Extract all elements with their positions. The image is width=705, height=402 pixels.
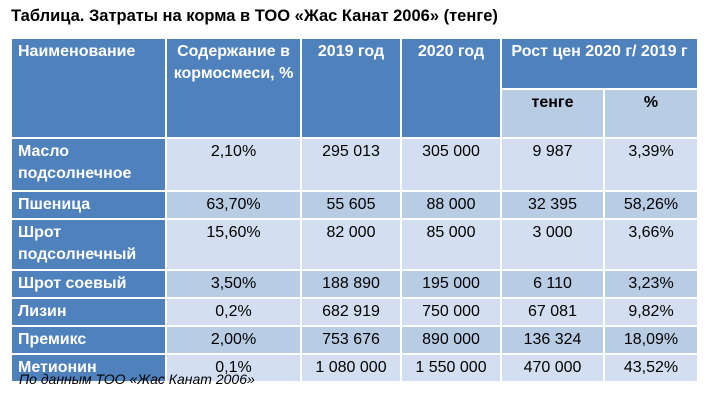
table-body: Масло подсолнечное 2,10% 295 013 305 000 9 9…	[10, 137, 699, 383]
table-cell: 88 000	[400, 190, 502, 220]
table-row: Лизин 0,2% 682 919 750 000 67 081 9,82%	[10, 297, 699, 327]
table-cell: 750 000	[400, 297, 502, 327]
table-cell: 63,70%	[165, 190, 302, 220]
row-label: Метионин	[10, 353, 167, 383]
header-cell: 2019 год	[300, 37, 402, 139]
table-cell: 9 987	[500, 137, 605, 192]
table-cell: 3 000	[500, 218, 605, 271]
table-cell: 18,09%	[603, 325, 699, 355]
table-cell: 890 000	[400, 325, 502, 355]
table-row: Пшеница 63,70% 55 605 88 000 32 395 58,26%	[10, 190, 699, 220]
table-row: Шрот подсолнечный 15,60% 82 000 85 000 3 000…	[10, 218, 699, 271]
table-row: Масло подсолнечное 2,10% 295 013 305 000 9 9…	[10, 137, 699, 192]
subheader-cell: тенге	[500, 88, 605, 139]
table-cell: 136 324	[500, 325, 605, 355]
table-cell: 188 890	[300, 269, 402, 299]
row-label: Масло подсолнечное	[10, 137, 167, 192]
header-cell: Рост цен 2020 г/ 2019 г	[500, 37, 699, 90]
table-cell: 85 000	[400, 218, 502, 271]
table-cell: 32 395	[500, 190, 605, 220]
table-cell: 3,50%	[165, 269, 302, 299]
table-cell: 305 000	[400, 137, 502, 192]
subheader-cell: %	[603, 88, 699, 139]
table-row: Премикс 2,00% 753 676 890 000 136 324 18,09%	[10, 325, 699, 355]
header-cell: 2020 год	[400, 37, 502, 139]
row-label: Пшеница	[10, 190, 167, 220]
row-label: Шрот соевый	[10, 269, 167, 299]
table-cell: 0,2%	[165, 297, 302, 327]
table-row: Метионин 0,1% 1 080 000 1 550 000 470 000 43,…	[10, 353, 699, 383]
table-cell: 15,60%	[165, 218, 302, 271]
cost-table: Наименование Содержание в кормосмеси, % …	[10, 37, 699, 383]
table-cell: 3,66%	[603, 218, 699, 271]
table-cell: 295 013	[300, 137, 402, 192]
row-label: Премикс	[10, 325, 167, 355]
table-row: Шрот соевый 3,50% 188 890 195 000 6 110 3,23%	[10, 269, 699, 299]
header-cell: Наименование	[10, 37, 167, 139]
table-cell: 9,82%	[603, 297, 699, 327]
table-cell: 67 081	[500, 297, 605, 327]
table-cell: 753 676	[300, 325, 402, 355]
table-cell: 3,23%	[603, 269, 699, 299]
table-cell: 0,1%	[165, 353, 302, 383]
table-cell: 1 080 000	[300, 353, 402, 383]
source-note: По данным ТОО «Жас Канат 2006»	[19, 371, 255, 387]
table-cell: 195 000	[400, 269, 502, 299]
table-cell: 55 605	[300, 190, 402, 220]
table-title: Таблица. Затраты на корма в ТОО «Жас Кан…	[11, 7, 498, 25]
table-cell: 3,39%	[603, 137, 699, 192]
table-cell: 58,26%	[603, 190, 699, 220]
row-label: Лизин	[10, 297, 167, 327]
table-cell: 2,00%	[165, 325, 302, 355]
table-cell: 682 919	[300, 297, 402, 327]
row-label: Шрот подсолнечный	[10, 218, 167, 271]
table-cell: 470 000	[500, 353, 605, 383]
table-cell: 6 110	[500, 269, 605, 299]
table-cell: 1 550 000	[400, 353, 502, 383]
table-cell: 2,10%	[165, 137, 302, 192]
header-cell: Содержание в кормосмеси, %	[165, 37, 302, 139]
table-cell: 82 000	[300, 218, 402, 271]
table-cell: 43,52%	[603, 353, 699, 383]
